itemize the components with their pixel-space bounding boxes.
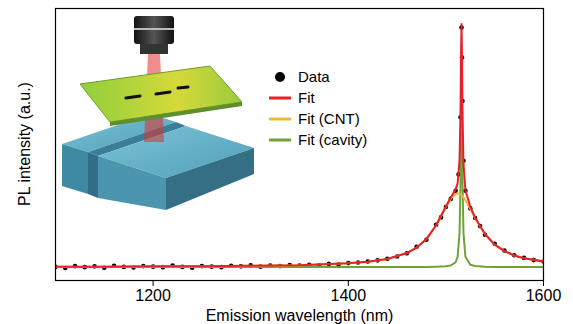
html-text:Fit (cavity): Fit (cavity) — [298, 131, 368, 148]
html-text:Fit: Fit — [298, 89, 315, 106]
html-text:Fit (CNT): Fit (CNT) — [298, 110, 360, 127]
svg-text:1200: 1200 — [135, 287, 171, 304]
svg-text:1400: 1400 — [331, 287, 367, 304]
html-text:Data: Data — [298, 68, 330, 85]
svg-text:Emission wavelength (nm): Emission wavelength (nm) — [206, 307, 394, 324]
html-text:PL intensity (a.u.): PL intensity (a.u.) — [16, 82, 33, 206]
svg-text:1600: 1600 — [526, 287, 562, 304]
